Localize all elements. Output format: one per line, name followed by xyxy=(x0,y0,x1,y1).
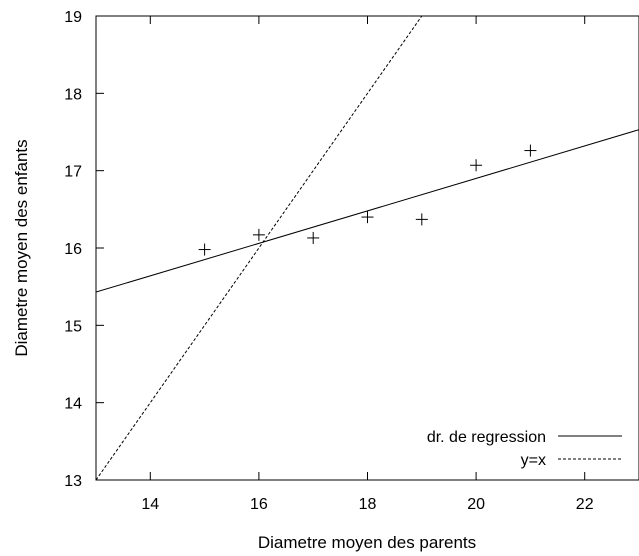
x-tick-label: 20 xyxy=(467,496,485,513)
x-tick-label: 22 xyxy=(576,496,594,513)
data-points xyxy=(198,144,537,256)
data-point xyxy=(470,159,483,172)
y-tick-label: 13 xyxy=(64,473,82,490)
legend-label: dr. de regression xyxy=(427,429,546,446)
x-axis: 14 16 18 20 22 xyxy=(141,16,594,513)
legend-label: y=x xyxy=(521,452,546,469)
x-axis-title: Diametre moyen des parents xyxy=(258,533,476,552)
y-tick-label: 17 xyxy=(64,164,82,181)
y-tick-label: 15 xyxy=(64,318,82,335)
legend: dr. de regression y=x xyxy=(427,429,622,469)
data-point xyxy=(307,231,320,244)
x-tick-label: 16 xyxy=(250,496,268,513)
y-tick-label: 16 xyxy=(64,241,82,258)
data-point xyxy=(524,144,537,157)
fitted-lines xyxy=(96,16,639,480)
data-point xyxy=(252,228,265,241)
regression-line xyxy=(96,129,639,293)
plot-frame xyxy=(95,15,639,481)
y-tick-label: 19 xyxy=(64,9,82,26)
y-tick-label: 14 xyxy=(64,396,82,413)
x-tick-label: 14 xyxy=(141,496,159,513)
identity-line xyxy=(96,16,423,480)
data-point xyxy=(415,213,428,226)
data-point xyxy=(198,243,211,256)
x-tick-label: 18 xyxy=(359,496,377,513)
y-tick-label: 18 xyxy=(64,86,82,103)
y-axis-title: Diametre moyen des enfants xyxy=(12,139,31,356)
y-axis: 13 14 15 16 17 18 19 xyxy=(64,9,104,490)
data-point xyxy=(361,211,374,224)
